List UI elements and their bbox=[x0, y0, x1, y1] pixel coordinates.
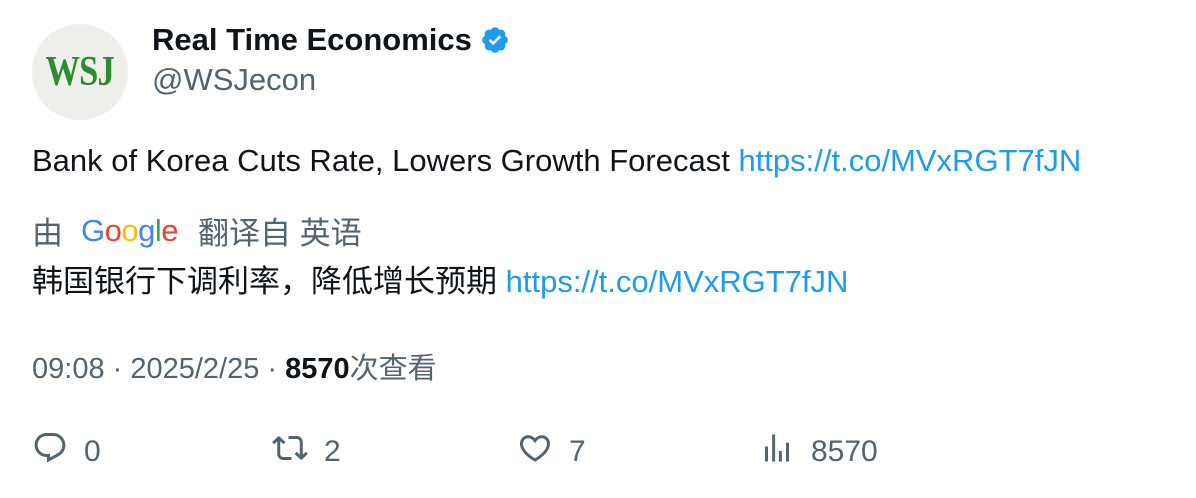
translation-attribution[interactable]: 由 Google 翻译自 英语 bbox=[32, 208, 362, 253]
tweet-time[interactable]: 09:08 bbox=[32, 353, 105, 385]
tweet-text: Bank of Korea Cuts Rate, Lowers Growth F… bbox=[32, 143, 1081, 179]
avatar-logo: WSJ bbox=[45, 49, 115, 95]
like-button[interactable]: 7 bbox=[517, 430, 586, 474]
author-name-row: Real Time Economics bbox=[152, 22, 510, 58]
views-action-count: 8570 bbox=[811, 435, 878, 468]
avatar[interactable]: WSJ bbox=[32, 24, 128, 120]
meta-separator: · bbox=[104, 353, 131, 385]
analytics-icon bbox=[759, 430, 795, 474]
like-count: 7 bbox=[569, 435, 586, 468]
verified-badge-icon bbox=[480, 25, 510, 55]
tweet-body: Bank of Korea Cuts Rate, Lowers Growth F… bbox=[32, 143, 730, 178]
action-bar: 0 2 7 8570 bbox=[32, 430, 1162, 474]
reply-icon bbox=[32, 430, 68, 474]
translated-by-label: 由 bbox=[32, 216, 63, 251]
tweet-date[interactable]: 2025/2/25 bbox=[130, 353, 260, 385]
tweet-link[interactable]: https://t.co/MVxRGT7fJN bbox=[738, 143, 1082, 178]
reply-count: 0 bbox=[84, 435, 101, 468]
meta-separator: · bbox=[259, 353, 286, 385]
retweet-count: 2 bbox=[324, 435, 341, 468]
retweet-button[interactable]: 2 bbox=[272, 430, 341, 474]
google-logo-icon: Google bbox=[81, 212, 179, 248]
retweet-icon bbox=[272, 430, 308, 474]
user-handle[interactable]: @WSJecon bbox=[152, 62, 317, 97]
translated-link[interactable]: https://t.co/MVxRGT7fJN bbox=[505, 264, 849, 299]
reply-button[interactable]: 0 bbox=[32, 430, 101, 474]
translated-body: 韩国银行下调利率，降低增长预期 bbox=[32, 264, 497, 299]
views-label: 次查看 bbox=[349, 353, 437, 385]
translated-text: 韩国银行下调利率，降低增长预期 https://t.co/MVxRGT7fJN bbox=[32, 256, 848, 301]
views-button[interactable]: 8570 bbox=[759, 430, 878, 474]
tweet-meta: 09:08 · 2025/2/25 · 8570次查看 bbox=[32, 345, 437, 387]
heart-icon bbox=[517, 430, 553, 474]
views-count: 8570 bbox=[285, 353, 350, 385]
translated-from-label: 翻译自 英语 bbox=[198, 216, 362, 251]
display-name[interactable]: Real Time Economics bbox=[152, 22, 472, 57]
